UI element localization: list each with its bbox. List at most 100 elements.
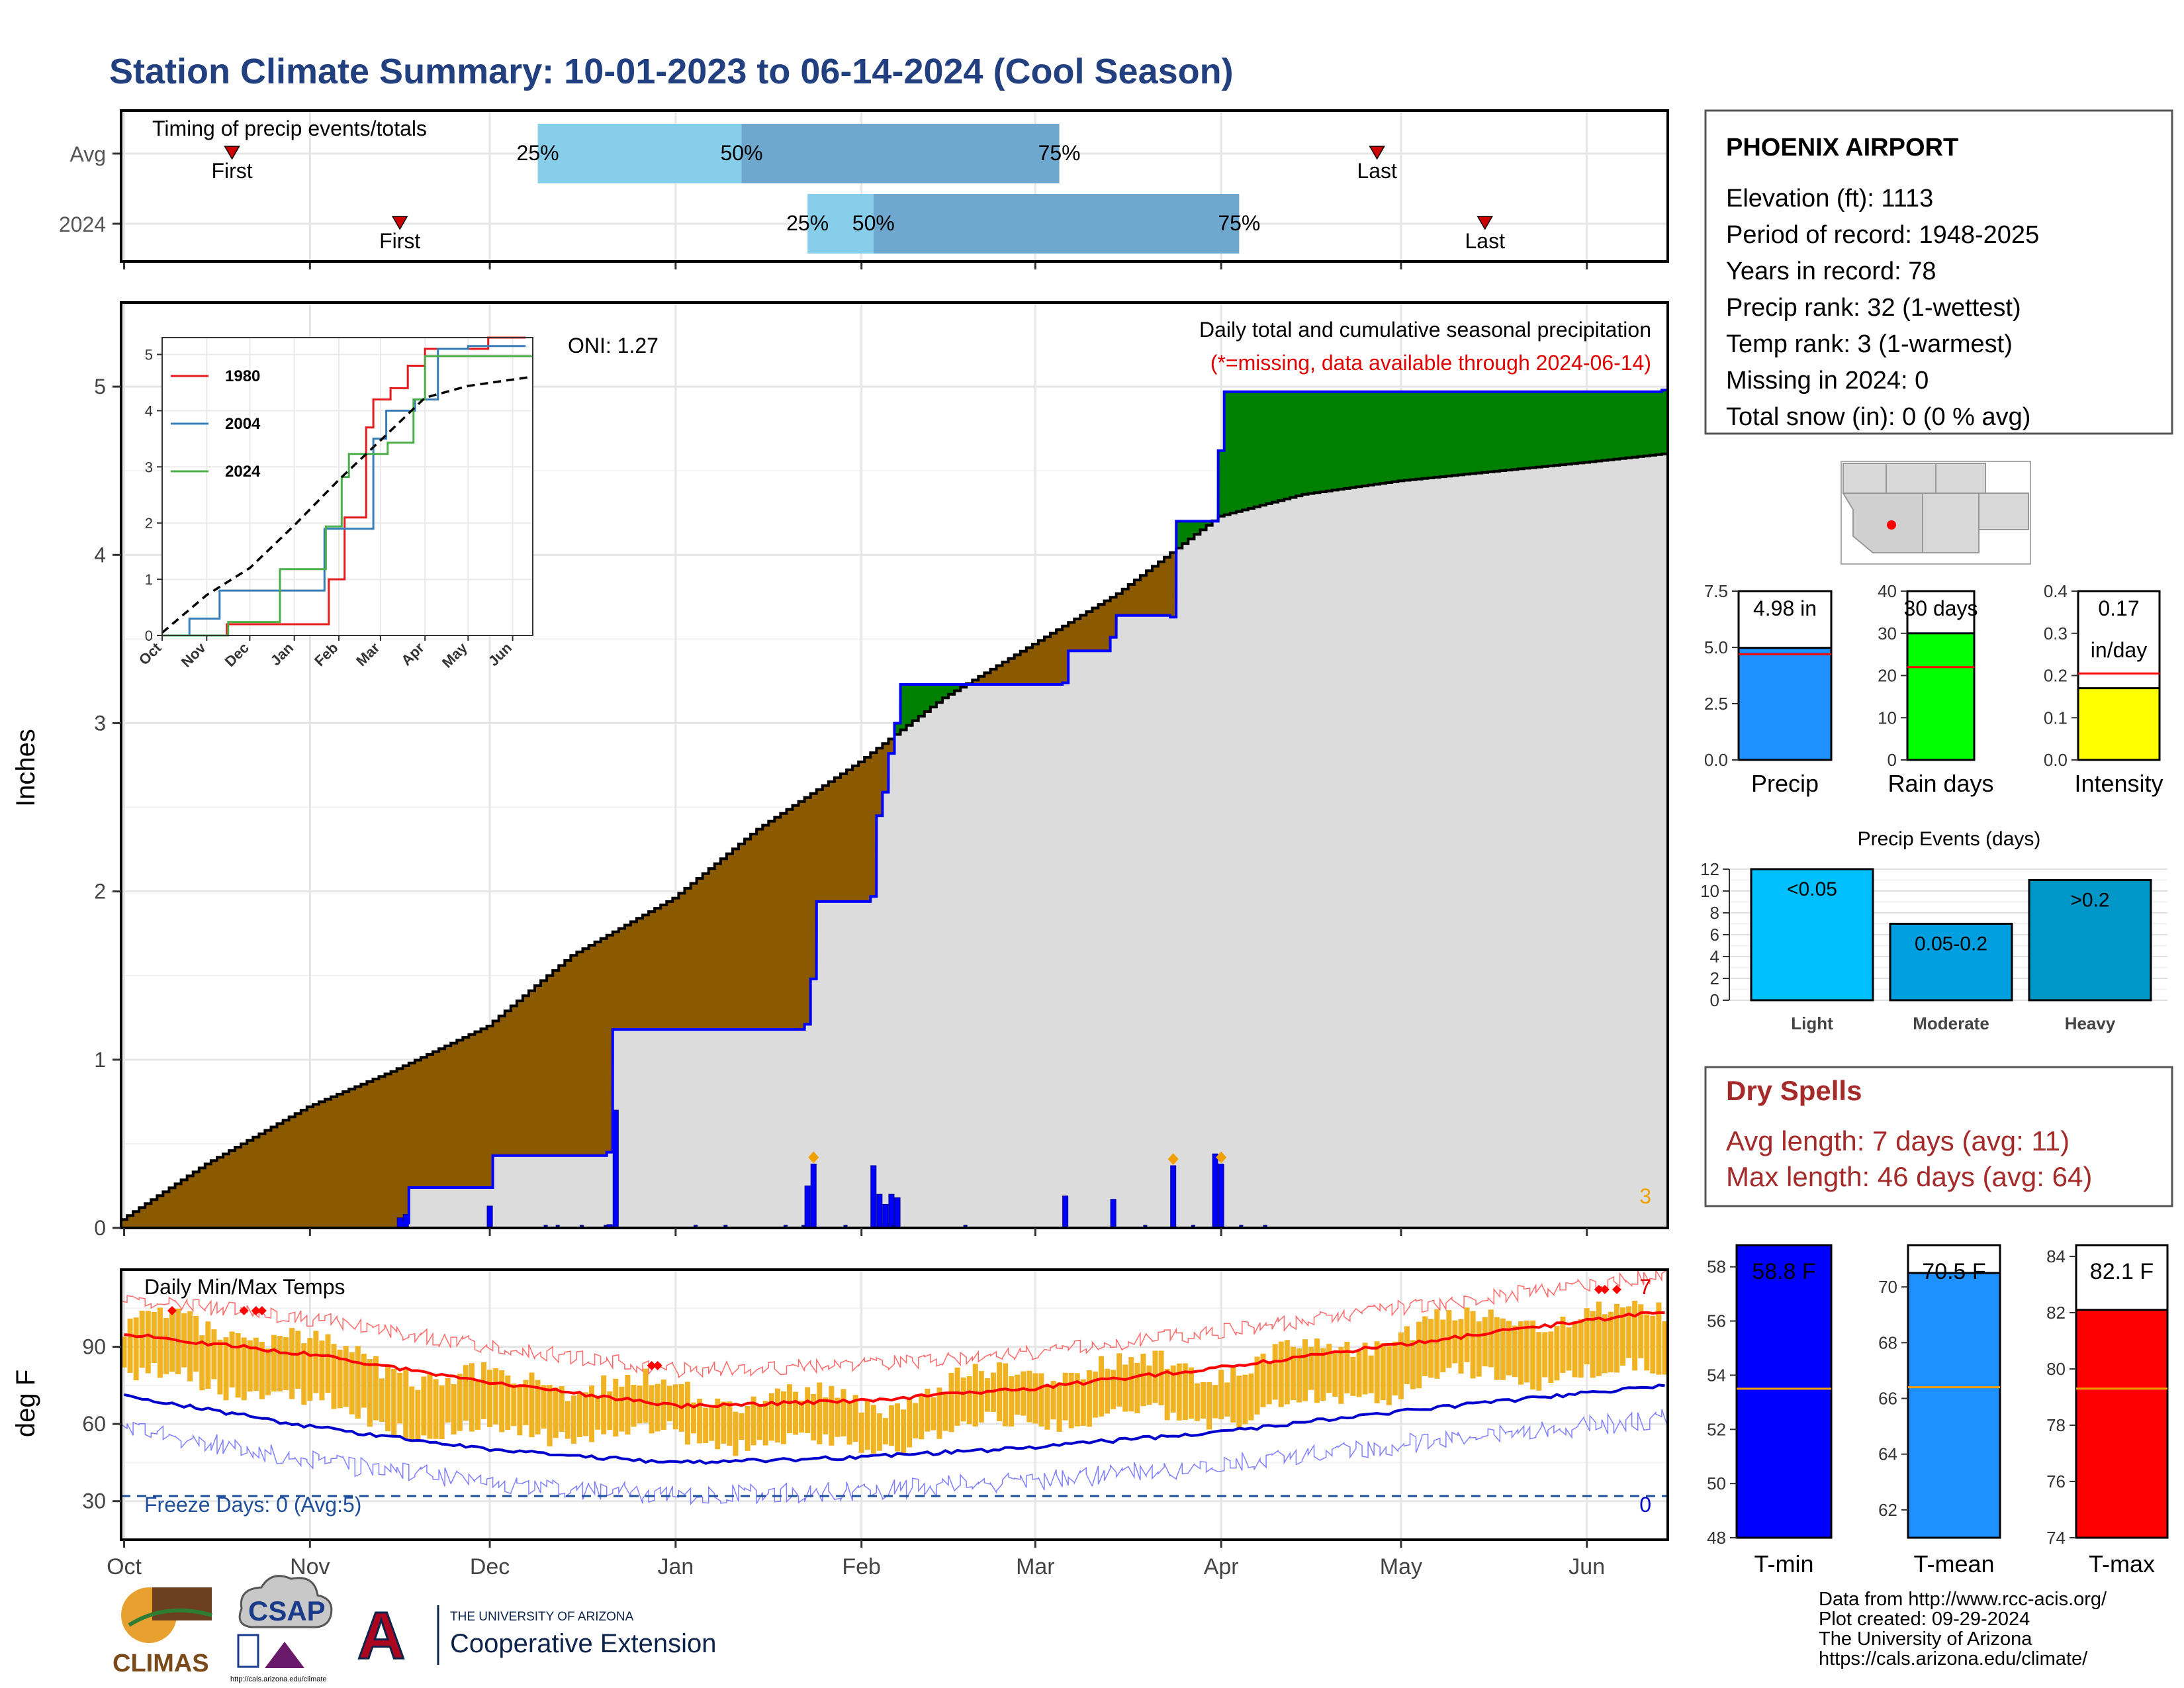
temp-bar-t-min [1735,1244,1833,1539]
daily-temp-bar [319,1340,325,1401]
daily-temp-bar [817,1382,823,1444]
daily-temp-bar [1470,1311,1476,1379]
temp-bar-y-tick-label: 80 [2046,1359,2066,1379]
station-missing: Missing in 2024: 0 [1726,367,1929,395]
dry-spells-box: Dry Spells Avg length: 7 days (avg: 11) … [1704,1066,2173,1207]
daily-temp-bar [361,1354,367,1408]
daily-temp-bar [1398,1332,1404,1399]
daily-temp-bar [570,1395,576,1444]
temp-bar-y-tick-label: 54 [1707,1365,1726,1385]
daily-temp-bar [1200,1382,1206,1419]
daily-temp-bar [1122,1364,1128,1412]
precip-subtitle: Daily total and cumulative seasonal prec… [1199,318,1651,342]
footer-line-1: Data from http://www.rcc-acis.org/ [1819,1589,2107,1610]
daily-temp-bar [307,1338,313,1401]
temp-bar-y-tick-label: 50 [1707,1474,1726,1493]
daily-temp-bar [1512,1325,1518,1378]
daily-temp-bar [733,1411,739,1456]
daily-temp-bar [613,1378,619,1437]
daily-temp-bar [349,1352,355,1415]
daily-temp-bar [1632,1300,1638,1371]
daily-temp-bar [1134,1362,1140,1413]
csap-gauge-shape [237,1634,259,1668]
daily-temp-bar [1506,1321,1512,1376]
summary-category-label: Intensity [2074,770,2163,797]
csap-url-text: http://cals.arizona.edu/climate [230,1675,327,1683]
csap-logo: CSAP http://cals.arizona.edu/climate [230,1575,333,1683]
daily-temp-bar [451,1383,457,1434]
daily-temp-bar [756,1404,762,1440]
daily-temp-bar [672,1384,678,1430]
temp-y-tick-label: 30 [82,1489,106,1513]
events-y-tick-label: 2 [1710,968,1719,988]
daily-temp-bar [1392,1341,1398,1396]
daily-temp-bar [229,1331,235,1388]
temp-bar-y-tick-label: 68 [1878,1333,1897,1352]
events-bar-light [1750,868,1874,1002]
events-bar-label: >0.2 [2070,890,2109,912]
events-y-tick-label: 0 [1710,990,1719,1010]
daily-temp-bar [1332,1352,1338,1397]
station-info-frame [1704,109,2173,435]
daily-temp-bar [1224,1382,1230,1417]
daily-temp-bar [1374,1341,1380,1404]
map-texas [1978,492,2029,530]
daily-temp-bar [1212,1385,1218,1419]
daily-temp-bar [1452,1320,1458,1364]
events-bar-heavy [2028,879,2152,1002]
daily-temp-bar [505,1375,511,1430]
ua-block-a-icon: A [357,1599,405,1673]
daily-temp-bar [277,1336,283,1391]
temp-bar-t-max [2075,1309,2169,1539]
summary-bar-rain-days [1906,632,1976,761]
daily-temp-bar [157,1307,163,1378]
daily-temp-bar [895,1403,901,1452]
daily-temp-bar [997,1362,1003,1421]
daily-temp-bar [1530,1320,1536,1390]
record-precip-marker [1167,1152,1179,1165]
daily-temp-bar [1062,1372,1068,1421]
record-max-line [120,1268,1668,1379]
timing-panel: 25% 50% 75% First Last 25% 50% 75% First Last Tim… [59,109,1669,269]
daily-temp-bar [811,1393,817,1441]
daily-temp-bar [367,1359,373,1427]
daily-temp-bar [1590,1311,1596,1378]
daily-temp-bar [145,1311,151,1374]
climas-logo: CLIMAS [113,1587,212,1677]
daily-temp-bar [553,1387,559,1438]
daily-temp-bar [1518,1321,1524,1385]
temp-bar-t-mean [1907,1272,2001,1539]
timing-frame [120,109,1669,263]
daily-temp-bar [541,1385,547,1429]
daily-temp-bar [421,1376,427,1436]
daily-temp-bar [313,1331,319,1393]
daily-temp-bar [1626,1306,1632,1358]
timing-last-marker [1477,216,1494,230]
station-temp-rank: Temp rank: 3 (1-warmest) [1726,330,2013,358]
daily-temp-bar [265,1348,271,1395]
daily-temp-bar [1542,1332,1548,1378]
daily-temp-bar [978,1371,984,1423]
temp-bar-value-label: 82.1 F [2090,1259,2154,1284]
ua-logo: A THE UNIVERSITY OF ARIZONA Cooperative … [357,1598,717,1674]
daily-temp-bar [427,1374,433,1439]
daily-temp-bar [1326,1344,1332,1393]
daily-precip-bar [486,1205,493,1229]
map-utah [1886,463,1936,494]
daily-temp-bar [259,1342,265,1399]
daily-precip-bar [1170,1165,1177,1229]
temp-x-tick-label: Feb [842,1554,881,1579]
dry-spells-avg: Avg length: 7 days (avg: 11) [1726,1125,2070,1156]
temp-bar-category-label: T-mean [1913,1550,1994,1577]
timing-bar-q2 [741,124,1060,183]
daily-temp-bar [907,1399,913,1448]
precip-y-tick-label: 1 [94,1048,106,1072]
daily-temp-bar [1458,1319,1464,1374]
daily-temp-bar [762,1401,768,1446]
timing-first-marker [224,146,240,160]
daily-temp-bar [385,1366,391,1432]
temp-x-tick-label: Jun [1569,1554,1605,1579]
daily-temp-bar [852,1395,858,1442]
daily-temp-bar [1650,1315,1656,1374]
